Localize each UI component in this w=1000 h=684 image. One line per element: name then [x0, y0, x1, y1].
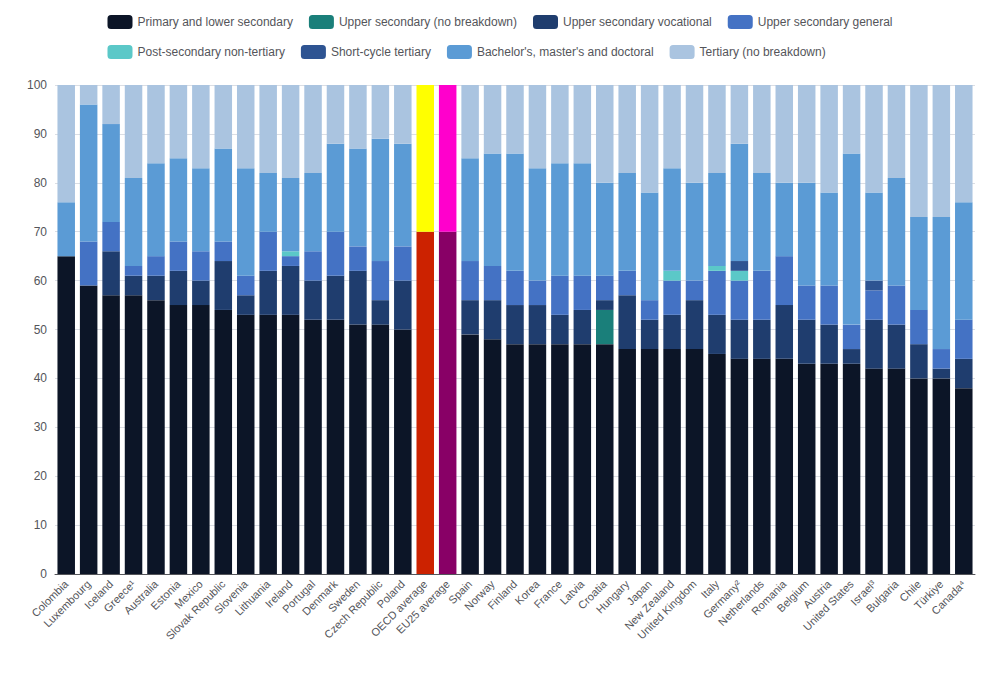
svg-text:Bachelor's, master's and docto: Bachelor's, master's and doctoral	[477, 45, 654, 59]
svg-text:Upper secondary general: Upper secondary general	[758, 15, 893, 29]
svg-text:Slovenia: Slovenia	[211, 577, 250, 616]
svg-text:30: 30	[34, 420, 48, 434]
svg-text:Belgium: Belgium	[774, 577, 811, 615]
svg-text:Sweden: Sweden	[325, 577, 363, 615]
svg-text:France: France	[531, 578, 564, 611]
svg-text:Latvia: Latvia	[557, 577, 587, 607]
svg-text:Spain: Spain	[446, 577, 475, 607]
svg-text:70: 70	[34, 225, 48, 239]
svg-text:Netherlands: Netherlands	[715, 577, 767, 629]
svg-text:United States: United States	[801, 577, 856, 632]
svg-text:Denmark: Denmark	[299, 577, 340, 618]
svg-text:20: 20	[34, 469, 48, 483]
svg-text:Primary and lower secondary: Primary and lower secondary	[138, 15, 293, 29]
svg-text:Luxembourg: Luxembourg	[41, 577, 93, 630]
svg-text:Lithuania: Lithuania	[232, 577, 273, 618]
svg-text:Ireland: Ireland	[262, 577, 295, 610]
svg-text:Colombia: Colombia	[29, 577, 71, 620]
svg-text:Short-cycle tertiary: Short-cycle tertiary	[331, 45, 431, 59]
svg-text:Australia: Australia	[121, 577, 161, 617]
svg-text:Finland: Finland	[485, 578, 519, 612]
svg-text:0: 0	[40, 567, 47, 581]
svg-text:Portugal: Portugal	[279, 577, 318, 616]
svg-text:80: 80	[34, 176, 48, 190]
svg-text:Tertiary (no breakdown): Tertiary (no breakdown)	[700, 45, 826, 59]
svg-text:90: 90	[34, 127, 48, 141]
svg-text:10: 10	[34, 518, 48, 532]
svg-text:Chile: Chile	[896, 577, 924, 604]
svg-text:OECD average: OECD average	[368, 577, 430, 639]
svg-text:Post-secondary non-tertiary: Post-secondary non-tertiary	[138, 45, 285, 59]
svg-text:United Kingdom: United Kingdom	[635, 578, 699, 642]
svg-text:Canada⁴: Canada⁴	[929, 578, 968, 617]
svg-text:Hungary: Hungary	[593, 577, 632, 616]
svg-text:Estonia: Estonia	[148, 577, 183, 613]
svg-text:New Zealand: New Zealand	[622, 577, 677, 632]
svg-text:Bulgaria: Bulgaria	[864, 577, 902, 615]
svg-text:EU25 average: EU25 average	[394, 578, 452, 636]
svg-text:Croatia: Croatia	[575, 577, 609, 612]
svg-text:Germany²: Germany²	[700, 577, 744, 621]
svg-text:Japan: Japan	[624, 577, 654, 608]
svg-text:40: 40	[34, 371, 48, 385]
svg-text:50: 50	[34, 323, 48, 337]
svg-text:Greece¹: Greece¹	[101, 577, 138, 615]
svg-text:Upper secondary vocational: Upper secondary vocational	[563, 15, 712, 29]
svg-text:Israel³: Israel³	[848, 577, 879, 608]
svg-text:Czech Republic: Czech Republic	[321, 577, 385, 641]
svg-text:Poland: Poland	[374, 577, 407, 611]
svg-text:Türkiye: Türkiye	[911, 577, 946, 612]
svg-text:Iceland: Iceland	[81, 577, 116, 612]
svg-text:Italy: Italy	[698, 577, 722, 601]
svg-text:Slovak Republic: Slovak Republic	[163, 577, 228, 642]
svg-text:Romania: Romania	[748, 577, 789, 618]
svg-text:Mexico: Mexico	[172, 577, 206, 611]
svg-text:Upper secondary (no breakdown): Upper secondary (no breakdown)	[339, 15, 517, 29]
svg-text:Norway: Norway	[462, 577, 497, 613]
svg-text:Austria: Austria	[800, 577, 834, 611]
svg-text:100: 100	[27, 78, 47, 92]
svg-text:Korea: Korea	[512, 577, 542, 607]
svg-text:60: 60	[34, 274, 48, 288]
